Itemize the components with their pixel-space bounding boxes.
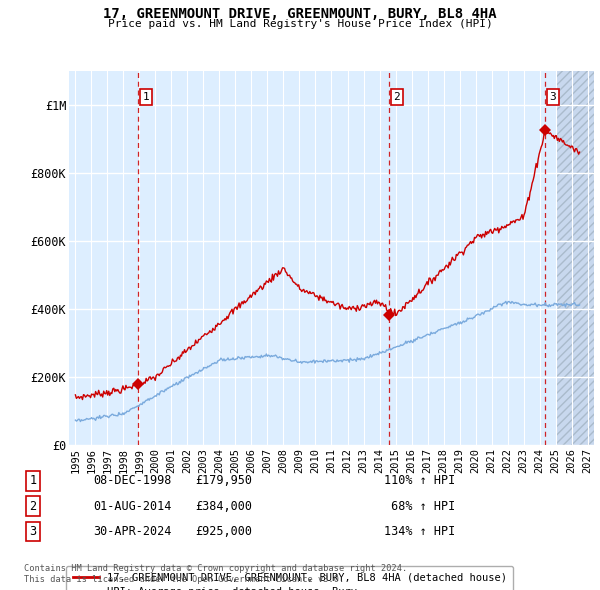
Text: 01-AUG-2014: 01-AUG-2014 — [93, 500, 172, 513]
Text: 30-APR-2024: 30-APR-2024 — [93, 525, 172, 538]
Text: £179,950: £179,950 — [195, 474, 252, 487]
Text: 3: 3 — [550, 92, 556, 102]
Text: £384,000: £384,000 — [195, 500, 252, 513]
Text: 68% ↑ HPI: 68% ↑ HPI — [384, 500, 455, 513]
Text: 110% ↑ HPI: 110% ↑ HPI — [384, 474, 455, 487]
Text: 08-DEC-1998: 08-DEC-1998 — [93, 474, 172, 487]
Text: 2: 2 — [394, 92, 400, 102]
Text: This data is licensed under the Open Government Licence v3.0.: This data is licensed under the Open Gov… — [24, 575, 344, 584]
Text: Contains HM Land Registry data © Crown copyright and database right 2024.: Contains HM Land Registry data © Crown c… — [24, 565, 407, 573]
Bar — [556, 71, 594, 445]
Text: 1: 1 — [29, 474, 37, 487]
Text: £925,000: £925,000 — [195, 525, 252, 538]
Text: 3: 3 — [29, 525, 37, 538]
Text: 17, GREENMOUNT DRIVE, GREENMOUNT, BURY, BL8 4HA: 17, GREENMOUNT DRIVE, GREENMOUNT, BURY, … — [103, 7, 497, 21]
Text: 134% ↑ HPI: 134% ↑ HPI — [384, 525, 455, 538]
Text: 1: 1 — [143, 92, 149, 102]
Legend: 17, GREENMOUNT DRIVE, GREENMOUNT, BURY, BL8 4HA (detached house), HPI: Average p: 17, GREENMOUNT DRIVE, GREENMOUNT, BURY, … — [67, 566, 513, 590]
Text: Price paid vs. HM Land Registry's House Price Index (HPI): Price paid vs. HM Land Registry's House … — [107, 19, 493, 29]
Text: 2: 2 — [29, 500, 37, 513]
